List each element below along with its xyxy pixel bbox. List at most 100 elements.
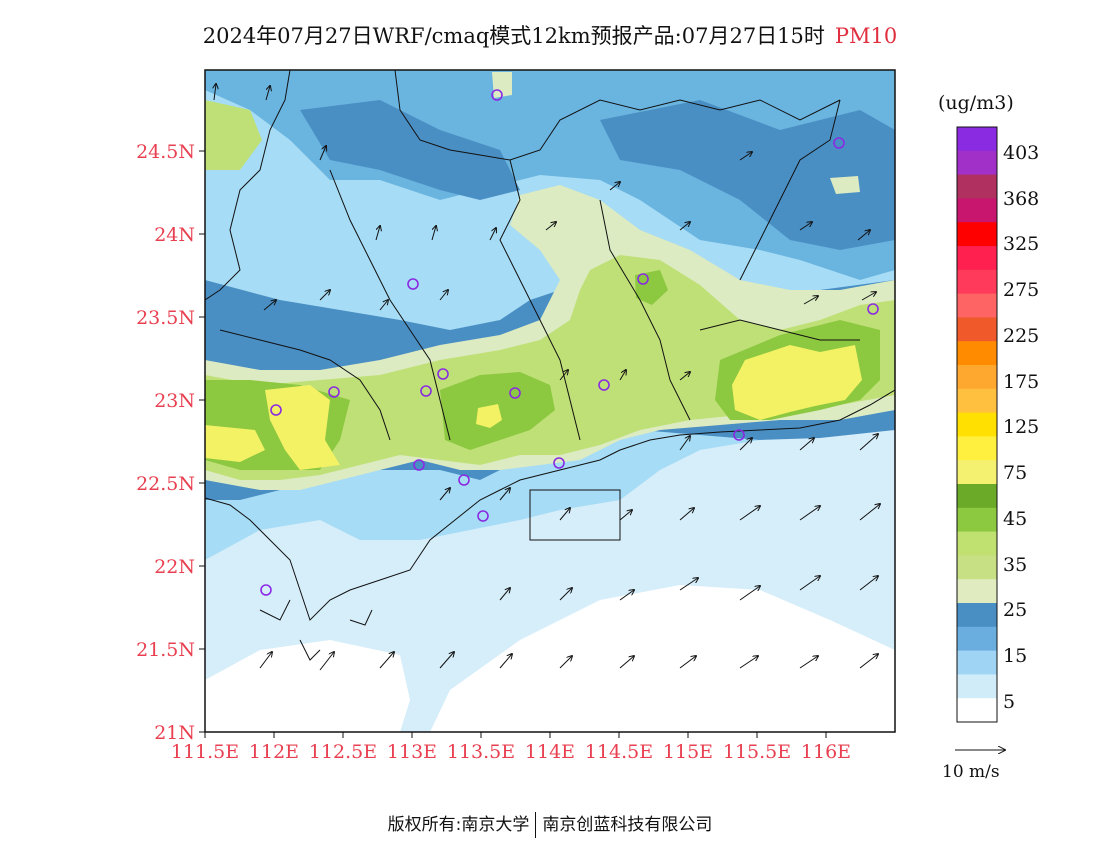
field-north-darker xyxy=(600,100,895,250)
field-nw-darker xyxy=(300,100,520,200)
county-lines-2 xyxy=(499,159,581,441)
field-top-patch xyxy=(492,72,512,98)
field-ne-patch xyxy=(830,176,860,194)
legend-swatch xyxy=(957,531,997,556)
field-75-west-b xyxy=(205,425,265,462)
legend-swatch xyxy=(957,484,997,509)
lat-tick-label: 24N xyxy=(154,224,195,246)
lat-tick-label: 22.5N xyxy=(136,473,195,495)
legend-label: 125 xyxy=(1003,416,1039,438)
legend-swatch xyxy=(957,127,997,152)
legend-label: 75 xyxy=(1003,462,1027,484)
legend-swatch xyxy=(957,460,997,485)
legend-swatch xyxy=(957,269,997,295)
lon-tick-label: 114E xyxy=(525,741,575,763)
county-lines-3 xyxy=(599,199,691,421)
legend-label: 175 xyxy=(1003,371,1039,393)
lat-tick-label: 23.5N xyxy=(136,307,195,329)
boundaries xyxy=(205,70,895,661)
tick-marks xyxy=(199,150,827,738)
lon-tick-label: 113E xyxy=(387,741,437,763)
legend-swatch xyxy=(957,507,997,533)
legend-swatch xyxy=(957,698,997,723)
county-lines-5 xyxy=(699,319,860,341)
legend-labels: 403 368 325 275 225 175 125 75 45 35 25 … xyxy=(1003,142,1039,713)
legend-swatch xyxy=(957,555,997,580)
legend-swatch xyxy=(957,365,997,390)
legend-swatch xyxy=(957,626,997,652)
legend-label: 325 xyxy=(1003,233,1039,255)
field-75-west-a xyxy=(265,385,340,470)
field-ocean-0 xyxy=(205,640,410,732)
legend-units: (ug/m3) xyxy=(938,92,1014,114)
legend-swatch xyxy=(957,317,997,342)
legend-label: 25 xyxy=(1003,599,1027,621)
legend-swatch xyxy=(957,388,997,414)
legend-swatch xyxy=(957,293,997,318)
lat-axis: 21N 21.5N 22N 22.5N 23N 23.5N 24N 24.5N xyxy=(136,141,195,744)
county-lines-1 xyxy=(329,169,451,441)
legend-swatch xyxy=(957,579,997,604)
lat-tick-label: 21.5N xyxy=(136,639,195,661)
legend-swatch xyxy=(957,436,997,461)
lat-tick-label: 24.5N xyxy=(136,141,195,163)
title-text: 2024年07月27日WRF/cmaq模式12km预报产品:07月27日15时 xyxy=(202,24,825,48)
legend-label: 275 xyxy=(1003,279,1039,301)
island-lines xyxy=(259,599,373,661)
province-border-east xyxy=(739,99,841,281)
legend-swatch xyxy=(957,412,997,437)
lat-tick-label: 23N xyxy=(154,390,195,412)
legend-swatch xyxy=(957,150,997,176)
lon-tick-label: 112.5E xyxy=(309,741,377,763)
legend-swatch xyxy=(957,341,997,366)
legend-swatch xyxy=(957,674,997,699)
legend-frame xyxy=(956,126,998,723)
lon-tick-label: 111.5E xyxy=(171,741,239,763)
copyright-left: 版权所有:南京大学 xyxy=(387,815,530,835)
lon-tick-label: 115.5E xyxy=(723,741,791,763)
station-markers xyxy=(260,89,879,596)
legend-swatch xyxy=(957,246,997,271)
hk-box xyxy=(529,489,621,541)
field-35 xyxy=(205,255,895,480)
field-75-center xyxy=(476,404,502,428)
province-border-west xyxy=(205,70,291,301)
field-45-north xyxy=(635,270,668,305)
lat-tick-label: 21N xyxy=(154,722,195,744)
legend-label: 368 xyxy=(1003,188,1039,210)
legend-swatch xyxy=(957,174,997,199)
wind-vectors xyxy=(214,84,880,671)
legend-swatch xyxy=(957,603,997,628)
legend-colorbar xyxy=(957,127,997,723)
lon-axis: 111.5E 112E 112.5E 113E 113.5E 114E 114.… xyxy=(171,741,851,763)
lat-tick-label: 22N xyxy=(154,556,195,578)
legend-swatch xyxy=(957,222,997,247)
copyright-footer: 版权所有:南京大学 南京创蓝科技有限公司 xyxy=(0,810,1100,838)
legend-swatch xyxy=(957,650,997,675)
lon-tick-label: 115E xyxy=(663,741,713,763)
pollutant-label: PM10 xyxy=(834,24,898,48)
coastline xyxy=(205,389,895,621)
legend-label: 35 xyxy=(1003,554,1027,576)
wind-reference-label: 10 m/s xyxy=(942,762,1000,782)
legend-label: 225 xyxy=(1003,325,1039,347)
lon-tick-label: 112E xyxy=(249,741,299,763)
legend-label: 15 xyxy=(1003,645,1027,667)
legend-label: 403 xyxy=(1003,142,1039,164)
lon-tick-label: 114.5E xyxy=(585,741,653,763)
field-nw-green xyxy=(205,100,262,170)
legend-label: 5 xyxy=(1003,691,1015,713)
footer-separator xyxy=(535,812,537,838)
field-75-east xyxy=(732,345,862,420)
legend-swatch xyxy=(957,198,997,223)
lon-tick-label: 116E xyxy=(801,741,851,763)
county-lines-4 xyxy=(219,329,391,441)
concentration-field xyxy=(205,70,895,732)
copyright-right: 南京创蓝科技有限公司 xyxy=(542,815,713,835)
field-ocean-0-south xyxy=(430,585,895,732)
legend-label: 45 xyxy=(1003,508,1027,530)
lon-tick-label: 113.5E xyxy=(447,741,515,763)
province-border-north xyxy=(394,70,841,161)
map-title: 2024年07月27日WRF/cmaq模式12km预报产品:07月27日15时 P… xyxy=(0,20,1100,50)
